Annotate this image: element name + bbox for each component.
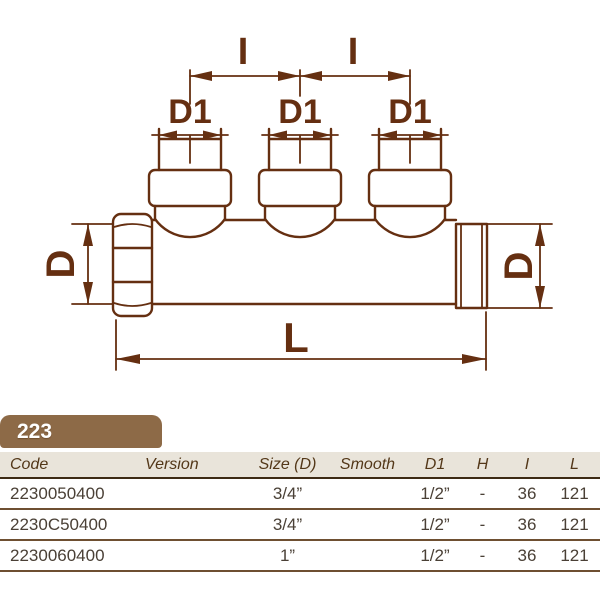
cell-h: -: [479, 514, 486, 534]
cell-l: 121: [560, 483, 589, 503]
manifold-technical-drawing: I I D1 D1 D1 D D L: [39, 31, 553, 371]
manifold-drawing-svg: I I D1 D1 D1 D D L: [39, 31, 553, 371]
dimension-arrowheads: [83, 71, 545, 364]
cell-code: 2230060400: [10, 545, 105, 565]
column-header-size: Size (D): [258, 455, 317, 473]
branch-outlet-3: [367, 127, 453, 239]
cell-i: 36: [517, 545, 537, 565]
cell-i: 36: [517, 483, 537, 503]
cell-l: 121: [560, 545, 589, 565]
column-header-h: H: [476, 455, 489, 473]
table-row: 2230C50400 3/4” 1/2” - 36 121: [0, 510, 600, 541]
hex-nut-left: [111, 212, 154, 318]
cell-d1: 1/2”: [420, 483, 450, 503]
column-header-code: Code: [10, 455, 49, 473]
label-d1-1: D1: [168, 93, 211, 131]
cell-h: -: [479, 545, 486, 565]
cell-size: 1”: [279, 545, 296, 565]
cell-size: 3/4”: [272, 514, 303, 534]
label-d-right: D: [497, 252, 541, 281]
cell-d1: 1/2”: [420, 514, 450, 534]
label-i-right: I: [348, 31, 359, 73]
column-header-version: Version: [145, 455, 199, 473]
cell-code: 2230C50400: [10, 514, 108, 534]
branch-outlet-1: [147, 127, 233, 239]
cell-h: -: [479, 483, 486, 503]
table-row: 2230060400 1” 1/2” - 36 121: [0, 541, 600, 572]
dimension-l: [115, 311, 487, 371]
cell-i: 36: [517, 514, 537, 534]
label-l: L: [283, 314, 309, 361]
cell-size: 3/4”: [272, 483, 303, 503]
cell-l: 121: [560, 514, 589, 534]
table-header-row: Code Version Size (D) Smooth D1 H I L: [0, 452, 600, 479]
cell-d1: 1/2”: [420, 545, 450, 565]
column-header-d1: D1: [424, 455, 446, 473]
product-table: Code Version Size (D) Smooth D1 H I L 22…: [0, 452, 600, 572]
cell-code: 2230050400: [10, 483, 105, 503]
label-d1-3: D1: [388, 93, 431, 131]
table-row: 2230050400 3/4” 1/2” - 36 121: [0, 479, 600, 510]
column-header-l: L: [570, 455, 579, 473]
manifold-body: [150, 218, 458, 306]
label-i-left: I: [238, 31, 249, 73]
series-number-tab: 223: [0, 415, 162, 448]
column-header-smooth: Smooth: [339, 455, 396, 473]
label-d-left: D: [39, 250, 83, 279]
column-header-i: I: [524, 455, 530, 473]
label-d1-2: D1: [278, 93, 321, 131]
threaded-fitting-right: [454, 222, 489, 310]
